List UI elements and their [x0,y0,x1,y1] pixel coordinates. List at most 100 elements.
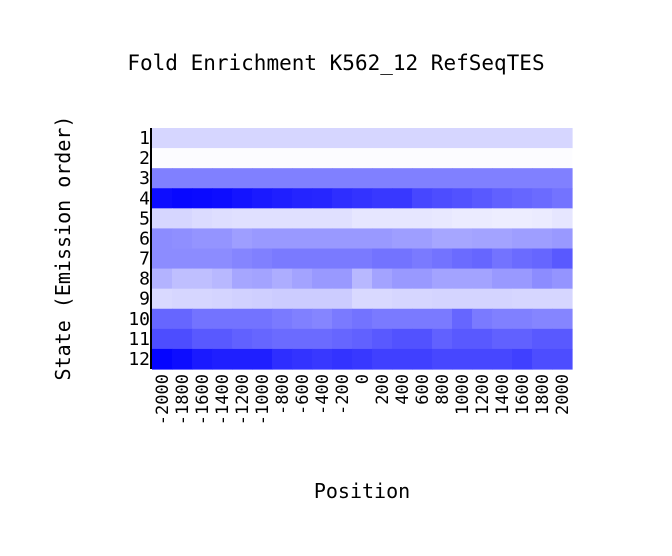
heatmap-cell [232,288,253,310]
heatmap-cell [372,288,393,310]
heatmap-cell [212,328,233,350]
heatmap-cell [312,208,333,230]
heatmap-cell [552,248,573,270]
heatmap-cell [432,268,453,290]
heatmap-cell [512,188,533,209]
heatmap-cell [292,228,313,250]
heatmap-cell [332,348,353,370]
heatmap-cell [152,188,173,209]
heatmap-cell [532,208,553,230]
y-tick-label: 5 [139,208,150,229]
heatmap-cell [492,288,513,310]
x-tick-label: 400 [393,374,413,405]
x-axis-label: Position [314,479,410,503]
heatmap-cell [332,228,353,250]
heatmap-cell [372,128,393,149]
heatmap-cell [352,308,373,330]
heatmap-cell [312,248,333,270]
heatmap-cell [532,188,553,209]
heatmap-cell [312,148,333,169]
heatmap-cell [172,188,193,209]
heatmap-cell [432,328,453,350]
heatmap-cell [512,288,533,310]
heatmap-cell [392,148,413,169]
x-tick-label: 0 [353,374,373,384]
heatmap-cell [532,128,553,149]
heatmap-cell [432,248,453,270]
y-tick-label: 3 [139,168,150,189]
heatmap-cell [172,208,193,230]
heatmap-cell [552,188,573,209]
y-tick-label: 7 [139,249,150,270]
heatmap-cell [372,228,393,250]
heatmap-cell [372,148,393,169]
heatmap-cell [532,348,553,370]
x-tick-label: -1400 [213,374,233,425]
heatmap-cell [392,268,413,290]
heatmap-cell [492,328,513,350]
heatmap-cell [192,348,213,370]
heatmap-cell [332,308,353,330]
heatmap-cell [372,188,393,209]
heatmap-cell [192,148,213,169]
y-axis-label: State (Emission order) [51,116,75,381]
heatmap-cell [172,228,193,250]
heatmap-cell [312,328,333,350]
heatmap-cell [392,308,413,330]
heatmap-cell [252,268,273,290]
heatmap-cell [452,348,473,370]
heatmap-cell [412,248,433,270]
x-tick-label: 800 [433,374,453,405]
heatmap-cell [152,228,173,250]
heatmap-cell [372,348,393,370]
heatmap-cell [452,288,473,310]
heatmap-cell [332,168,353,189]
heatmap-cell [292,128,313,149]
x-tick-label: -1200 [233,374,253,425]
heatmap-cell [292,248,313,270]
heatmap-cell [432,228,453,250]
heatmap-cell [292,348,313,370]
x-tick-label: 1000 [453,374,473,415]
heatmap-cell [352,328,373,350]
heatmap-cell [352,188,373,209]
x-tick-label: -400 [313,374,333,415]
heatmap-cell [332,128,353,149]
heatmap-cell [272,308,293,330]
heatmap-cell [332,148,353,169]
heatmap-cell [172,168,193,189]
heatmap-cell [352,248,373,270]
heatmap-cell [232,328,253,350]
heatmap-cell [252,208,273,230]
heatmap-cell [472,248,493,270]
heatmap-cell [552,128,573,149]
heatmap-cell [552,148,573,169]
heatmap-cell [352,168,373,189]
heatmap-cell [452,248,473,270]
x-tick-label: 1600 [513,374,533,415]
heatmap-cell [412,148,433,169]
heatmap-cell [172,328,193,350]
heatmap-cell [552,288,573,310]
heatmap-cell [212,248,233,270]
heatmap-cell [372,308,393,330]
heatmap-cell [492,208,513,230]
heatmap-cell [232,268,253,290]
y-tick-label: 6 [139,228,150,249]
heatmap-cell [352,128,373,149]
heatmap-cell [492,248,513,270]
y-tick-label: 9 [139,289,150,310]
heatmap-cell [292,308,313,330]
heatmap-cell [552,208,573,230]
heatmap-cell [512,348,533,370]
heatmap-cell [212,128,233,149]
heatmap-cell [532,268,553,290]
heatmap-cell [232,128,253,149]
heatmap-cell [492,148,513,169]
heatmap-cell [472,288,493,310]
heatmap-cell [532,228,553,250]
heatmap-cell [252,168,273,189]
heatmap-cell [512,128,533,149]
heatmap-cell [532,328,553,350]
